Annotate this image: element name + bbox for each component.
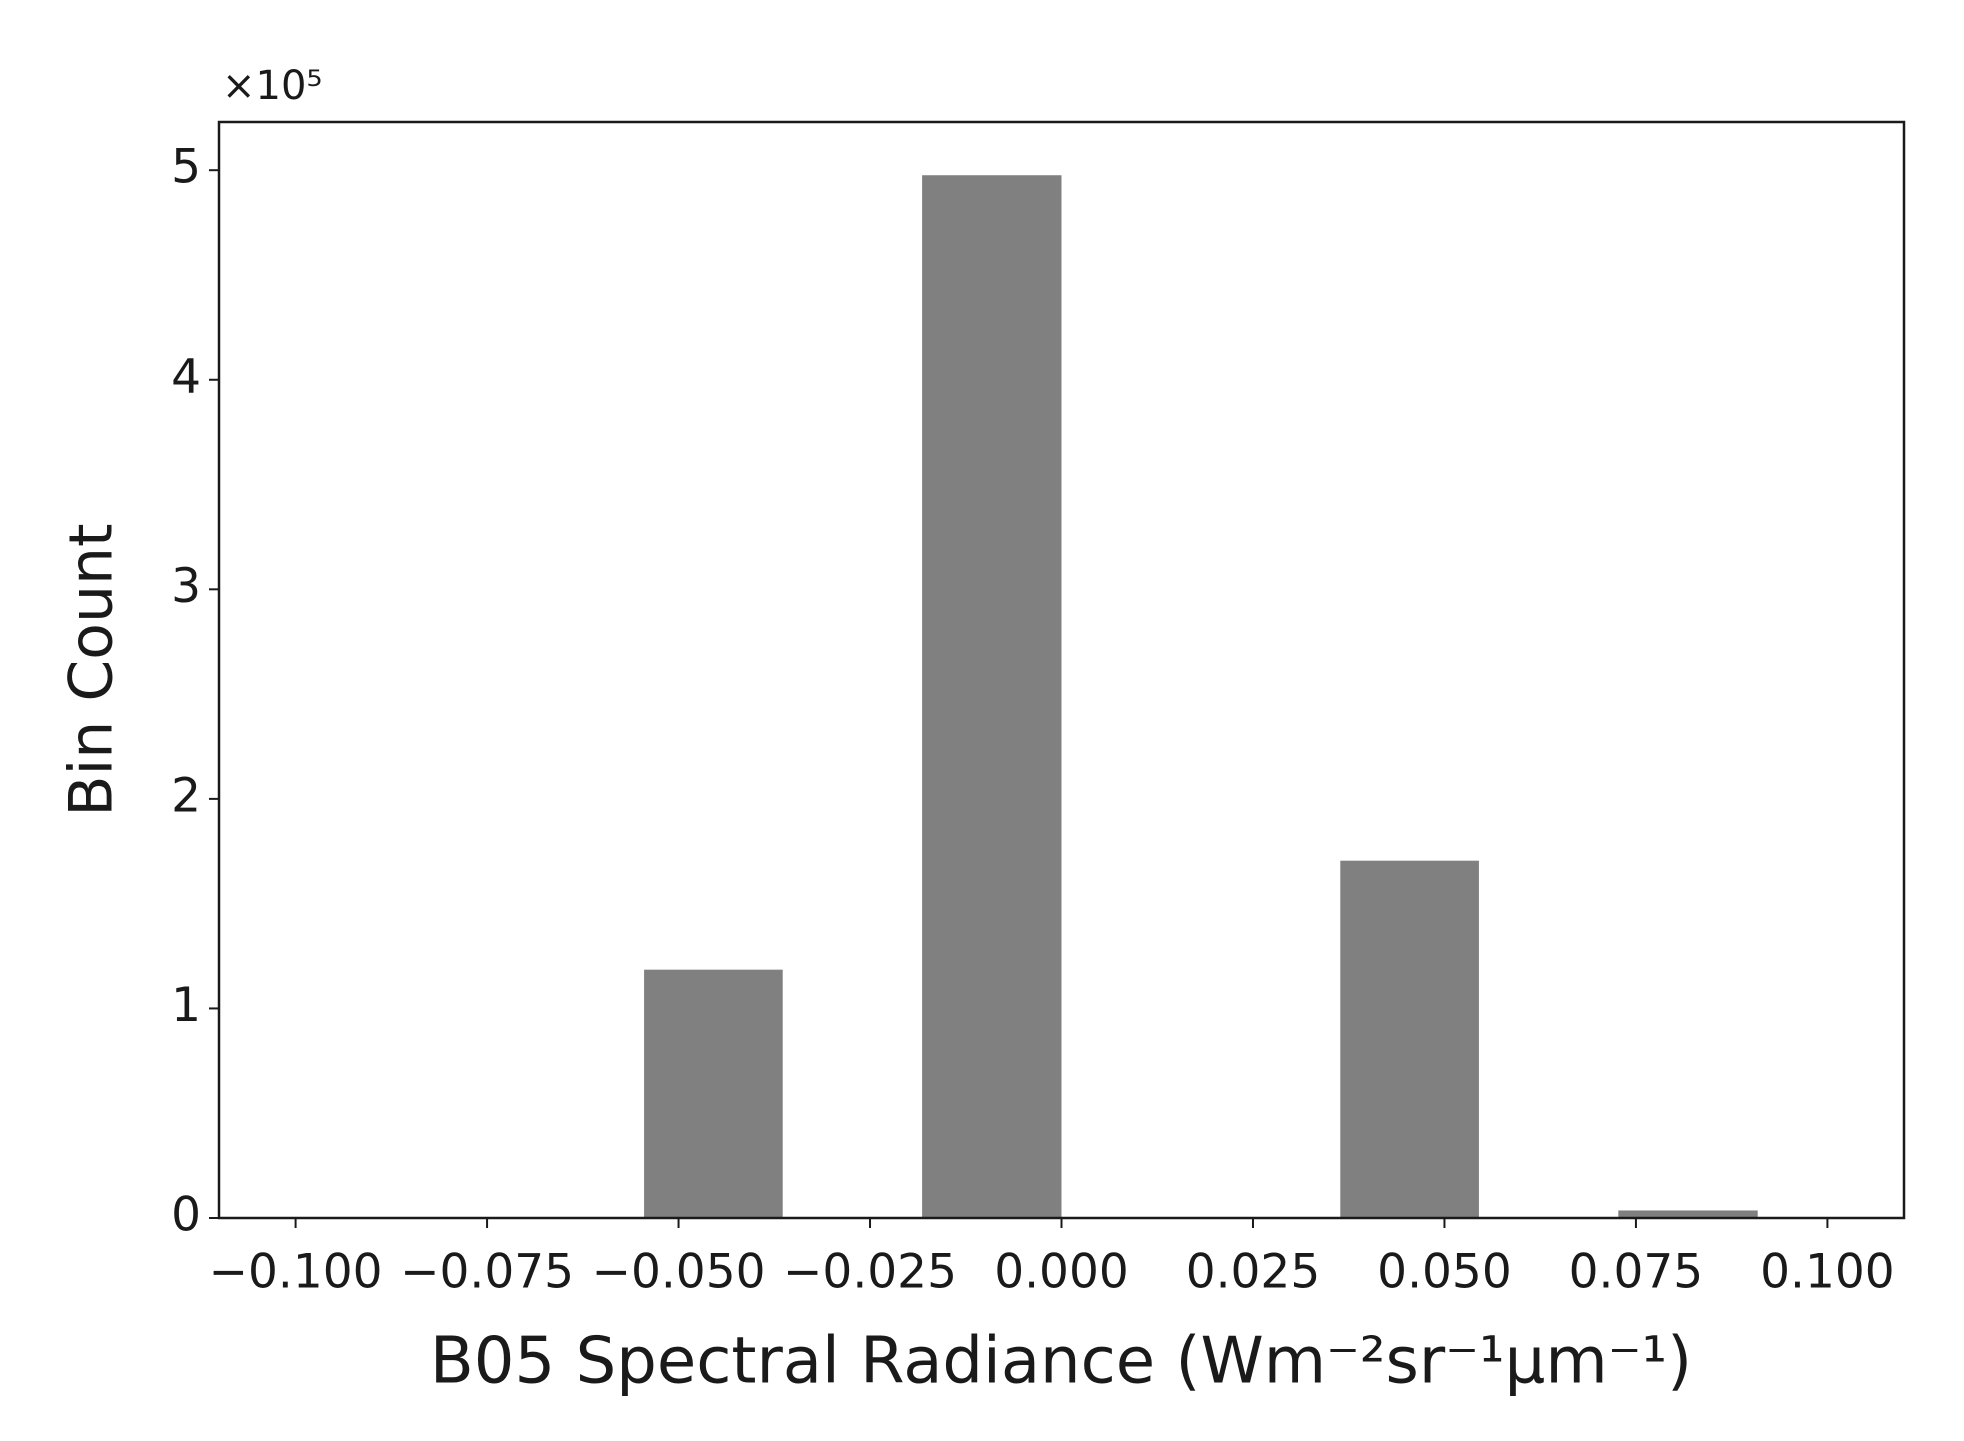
plot-frame — [217, 120, 1906, 1220]
bar — [644, 969, 783, 1218]
x-tick-label: 0.075 — [1569, 1245, 1704, 1300]
y-tick-label: 3 — [171, 559, 201, 614]
y-axis-label: Bin Count — [57, 523, 127, 816]
y-tick-label: 0 — [171, 1188, 201, 1243]
x-axis-label: B05 Spectral Radiance (Wm⁻²sr⁻¹μm⁻¹) — [430, 1325, 1692, 1399]
bar — [1618, 1210, 1758, 1218]
y-offset-label: ×10⁵ — [222, 63, 322, 109]
y-tick-label: 1 — [171, 978, 201, 1033]
bar — [1340, 860, 1479, 1218]
x-tick-label: 0.000 — [994, 1245, 1129, 1300]
x-tick-label: −0.025 — [783, 1245, 957, 1300]
x-tick-label: 0.050 — [1377, 1245, 1512, 1300]
x-tick-label: −0.100 — [209, 1245, 383, 1300]
bar — [922, 175, 1062, 1219]
x-tick-label: −0.050 — [592, 1245, 766, 1300]
y-tick-label: 5 — [171, 140, 201, 195]
y-tick-label: 2 — [171, 768, 201, 823]
x-tick-label: 0.100 — [1760, 1245, 1895, 1300]
y-tick-label: 4 — [171, 349, 201, 404]
x-tick-label: 0.025 — [1186, 1245, 1321, 1300]
x-tick-label: −0.075 — [400, 1245, 574, 1300]
